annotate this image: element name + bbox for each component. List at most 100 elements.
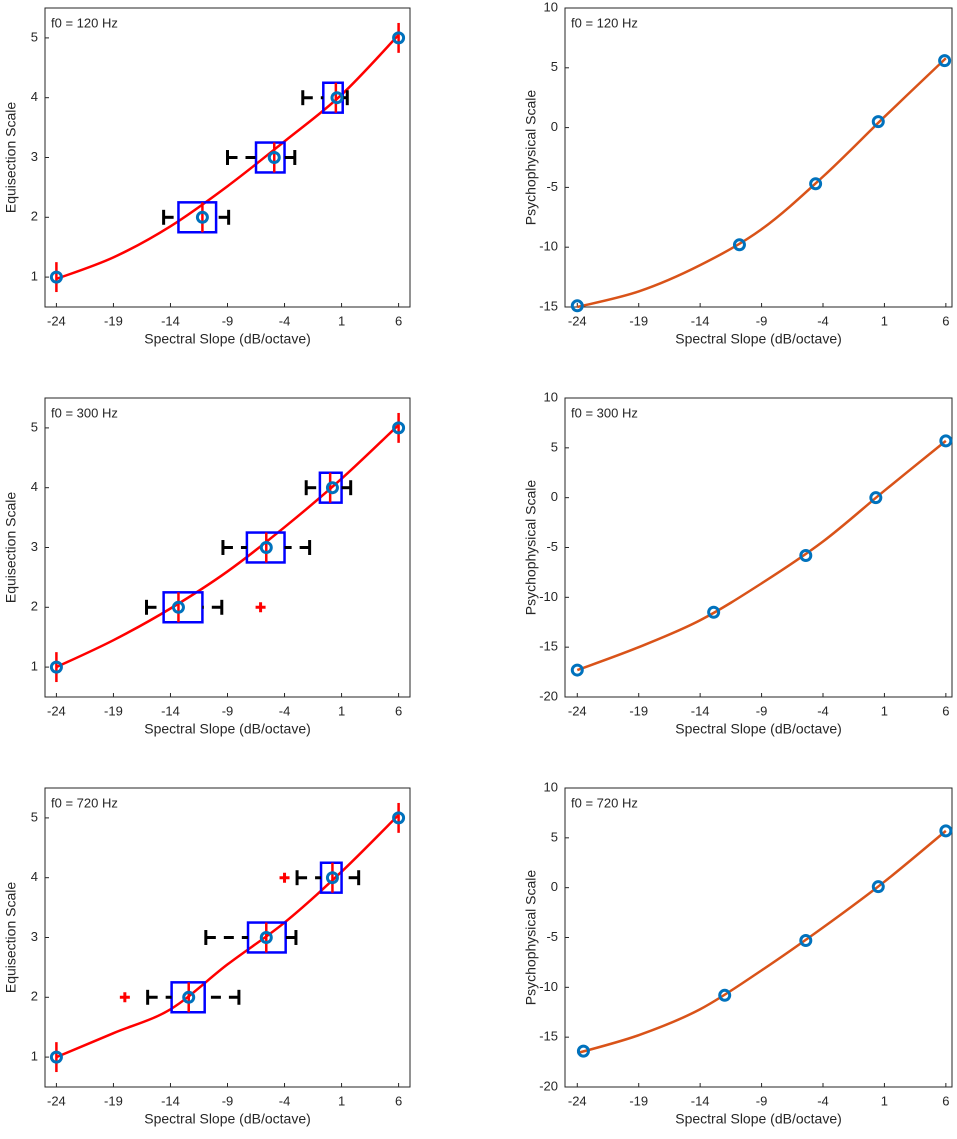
data-point: [182, 990, 196, 1004]
data-point: [325, 481, 339, 495]
x-tick-label: -24: [568, 703, 587, 718]
y-tick-label: -10: [539, 979, 558, 994]
y-axis-label: Equisection Scale: [3, 882, 19, 994]
x-tick-label: -24: [47, 1093, 66, 1108]
data-point: [707, 605, 721, 619]
y-tick-label: 5: [31, 29, 38, 44]
data-point: [939, 434, 953, 448]
x-tick-label: -19: [104, 703, 123, 718]
y-tick-label: -10: [539, 239, 558, 254]
x-tick-label: -19: [104, 1093, 123, 1108]
y-tick-label: -20: [539, 688, 558, 703]
x-tick-label: -14: [161, 703, 180, 718]
y-tick-label: 0: [551, 879, 558, 894]
x-tick-label: 1: [881, 313, 888, 328]
outlier: [279, 872, 290, 883]
y-axis-label: Psychophysical Scale: [523, 90, 539, 226]
x-tick-label: -14: [161, 1093, 180, 1108]
data-point: [49, 1050, 63, 1064]
y-tick-label: -5: [546, 539, 558, 554]
fit-curve: [576, 439, 947, 672]
y-tick-label: 2: [31, 989, 38, 1004]
x-tick-label: -14: [691, 313, 710, 328]
panel-label: f0 = 720 Hz: [571, 795, 638, 810]
data-point: [809, 177, 823, 191]
y-tick-label: 10: [544, 779, 558, 794]
y-tick-label: 5: [551, 439, 558, 454]
x-tick-label: 6: [942, 703, 949, 718]
y-axis-label: Psychophysical Scale: [523, 870, 539, 1006]
y-tick-label: 3: [31, 929, 38, 944]
y-tick-label: 4: [31, 869, 38, 884]
data-point: [392, 421, 406, 435]
y-axis-label: Psychophysical Scale: [523, 480, 539, 616]
data-point: [49, 270, 63, 284]
y-tick-label: 0: [551, 489, 558, 504]
fit-curve: [576, 829, 947, 1055]
y-tick-label: 1: [31, 659, 38, 674]
x-tick-label: 6: [395, 1093, 402, 1108]
data-point: [871, 880, 885, 894]
x-tick-label: 6: [942, 313, 949, 328]
x-axis-label: Spectral Slope (dB/octave): [675, 331, 842, 347]
box: [177, 201, 218, 234]
x-tick-label: -19: [629, 313, 648, 328]
y-tick-label: 5: [551, 829, 558, 844]
data-point: [325, 871, 339, 885]
x-tick-label: -24: [568, 313, 587, 328]
data-point: [49, 660, 63, 674]
x-tick-label: -4: [817, 313, 829, 328]
x-tick-label: -4: [817, 703, 829, 718]
x-tick-label: -4: [817, 1093, 829, 1108]
panel-label: f0 = 300 Hz: [51, 405, 118, 420]
axes-box: [564, 7, 953, 308]
x-tick-label: 1: [881, 1093, 888, 1108]
panel-label: f0 = 720 Hz: [51, 795, 118, 810]
data-point: [869, 491, 883, 505]
data-point: [939, 824, 953, 838]
data-point: [267, 151, 281, 164]
x-tick-label: -9: [756, 313, 768, 328]
y-tick-label: 1: [31, 269, 38, 284]
y-tick-label: 2: [31, 209, 38, 224]
y-tick-label: 0: [551, 119, 558, 134]
fit-curve: [576, 57, 947, 309]
y-tick-label: -5: [546, 929, 558, 944]
x-tick-label: -9: [756, 703, 768, 718]
y-tick-label: -15: [539, 1029, 558, 1044]
data-point: [195, 210, 209, 224]
y-tick-label: -15: [539, 298, 558, 313]
y-tick-label: 5: [31, 419, 38, 434]
y-tick-label: 3: [31, 539, 38, 554]
y-tick-label: -20: [539, 1078, 558, 1093]
panel-label: f0 = 120 Hz: [51, 15, 118, 30]
axes-box: [564, 787, 953, 1088]
x-axis-label: Spectral Slope (dB/octave): [144, 331, 311, 347]
data-point: [871, 115, 885, 129]
x-tick-label: 1: [338, 313, 345, 328]
panel-label: f0 = 120 Hz: [571, 15, 638, 30]
data-point: [259, 931, 273, 944]
x-tick-label: -19: [629, 1093, 648, 1108]
y-tick-label: 4: [31, 479, 38, 494]
x-axis-label: Spectral Slope (dB/octave): [675, 721, 842, 737]
x-tick-label: 1: [338, 703, 345, 718]
x-tick-label: -19: [629, 703, 648, 718]
data-point: [171, 600, 185, 614]
y-tick-label: 4: [31, 89, 38, 104]
x-tick-label: -14: [691, 703, 710, 718]
x-tick-label: -4: [279, 1093, 291, 1108]
y-tick-label: -15: [539, 639, 558, 654]
y-tick-label: 10: [544, 0, 558, 14]
y-tick-label: -10: [539, 589, 558, 604]
y-axis-label: Equisection Scale: [3, 102, 19, 214]
x-tick-label: 6: [395, 313, 402, 328]
data-point: [799, 933, 813, 947]
y-tick-label: 2: [31, 599, 38, 614]
x-axis-label: Spectral Slope (dB/octave): [144, 721, 311, 737]
data-point: [570, 663, 584, 677]
x-tick-label: -14: [161, 313, 180, 328]
data-point: [330, 91, 344, 105]
box: [254, 141, 286, 174]
